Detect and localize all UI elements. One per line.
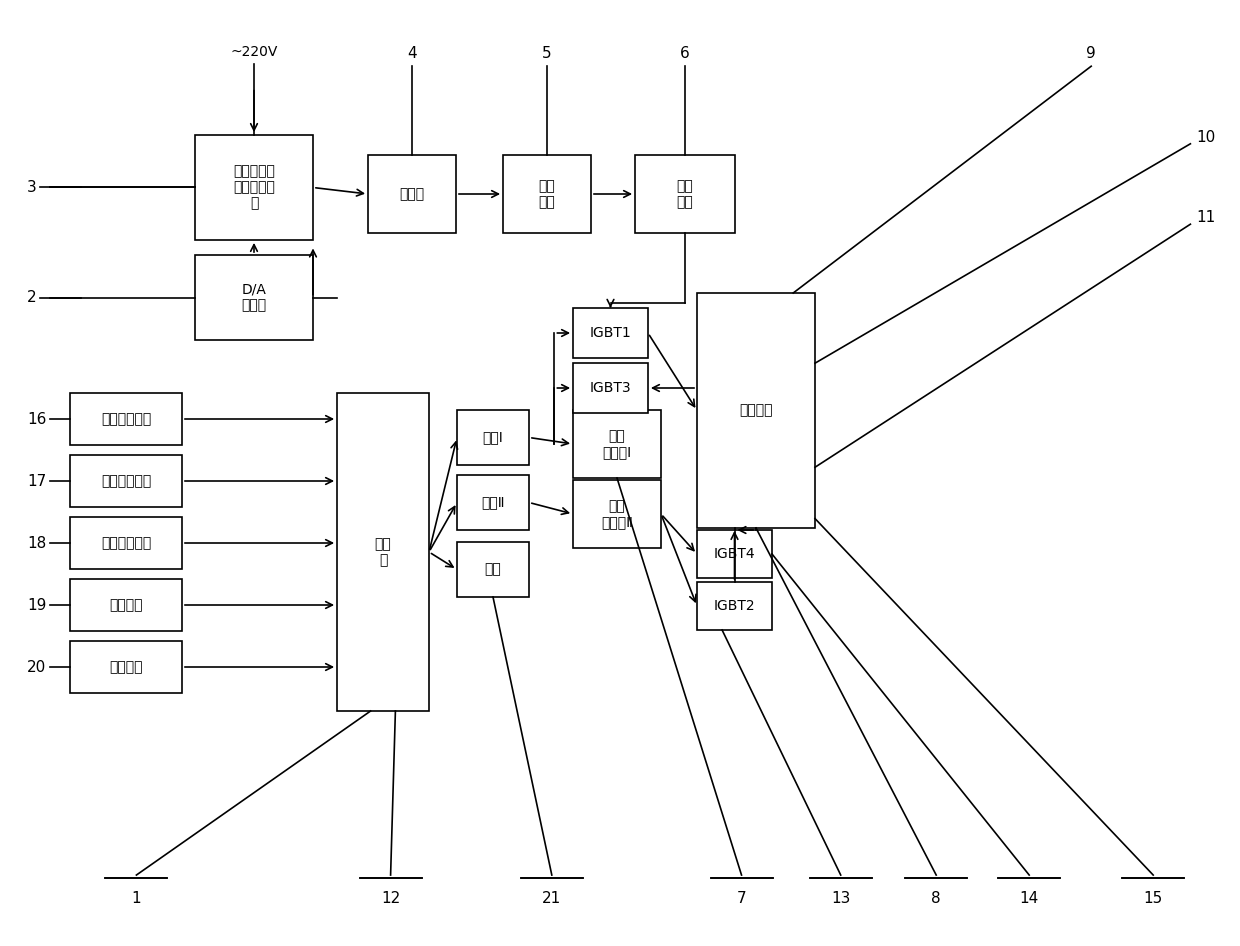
Text: IGBT3: IGBT3 [590,381,631,395]
Text: ~220V: ~220V [231,45,278,60]
Bar [573,308,649,358]
Bar [635,155,735,233]
Text: 1: 1 [131,891,141,906]
Text: IGBT2: IGBT2 [714,599,755,613]
Bar [69,517,182,569]
Bar [573,480,661,548]
Text: 18: 18 [27,535,47,551]
Text: 光耦Ⅱ: 光耦Ⅱ [481,496,505,510]
Text: 7: 7 [737,891,746,906]
Bar [69,455,182,507]
Bar [458,475,529,530]
Bar [573,410,661,478]
Bar [697,582,773,630]
Text: 15: 15 [1143,891,1163,906]
Text: 5: 5 [542,46,552,61]
Text: D/A
转换器: D/A 转换器 [242,283,267,312]
Text: 6: 6 [680,46,689,61]
Bar [503,155,591,233]
Text: IGBT4: IGBT4 [714,547,755,561]
Text: 10: 10 [1197,130,1216,145]
Text: 20: 20 [27,659,47,674]
Bar [458,542,529,597]
Text: 19: 19 [27,598,47,612]
Text: IGBT1: IGBT1 [590,326,631,340]
Text: 单向全隔离
整流调压模
块: 单向全隔离 整流调压模 块 [233,165,275,211]
Bar [697,293,815,528]
Text: 单片
机: 单片 机 [374,537,392,567]
Text: 确定按键: 确定按键 [109,598,143,612]
Text: 13: 13 [831,891,851,906]
Bar [69,641,182,693]
Text: 扼流圈: 扼流圈 [399,187,424,201]
Bar [697,530,773,578]
Text: 4: 4 [407,46,417,61]
Bar [368,155,456,233]
Text: 8: 8 [931,891,941,906]
Text: 3: 3 [27,180,37,195]
Text: 电桥
驱动器Ⅱ: 电桥 驱动器Ⅱ [601,499,632,529]
Bar [69,579,182,631]
Text: 17: 17 [27,474,47,488]
Text: 磁场强度按键: 磁场强度按键 [100,412,151,426]
Text: 磁化频率按键: 磁化频率按键 [100,474,151,488]
Text: 14: 14 [1019,891,1039,906]
Text: 显示: 显示 [485,563,501,576]
Text: 16: 16 [27,412,47,427]
Text: 9: 9 [1086,46,1096,61]
Text: 21: 21 [542,891,562,906]
Bar [69,393,182,445]
Text: 滤波
电容: 滤波 电容 [538,179,556,209]
Bar [195,135,312,240]
Text: 2: 2 [27,290,37,305]
Text: 11: 11 [1197,210,1216,225]
Text: 磁化时间按键: 磁化时间按键 [100,536,151,550]
Text: 重设按键: 重设按键 [109,660,143,674]
Text: 光耦Ⅰ: 光耦Ⅰ [482,430,503,445]
Text: 12: 12 [381,891,401,906]
Bar [458,410,529,465]
Bar [573,363,649,413]
Bar [337,393,429,711]
Text: 磁化线圈: 磁化线圈 [739,404,773,417]
Text: 电桥
驱动器Ⅰ: 电桥 驱动器Ⅰ [603,429,631,459]
Text: 储能
电容: 储能 电容 [677,179,693,209]
Bar [195,255,312,340]
